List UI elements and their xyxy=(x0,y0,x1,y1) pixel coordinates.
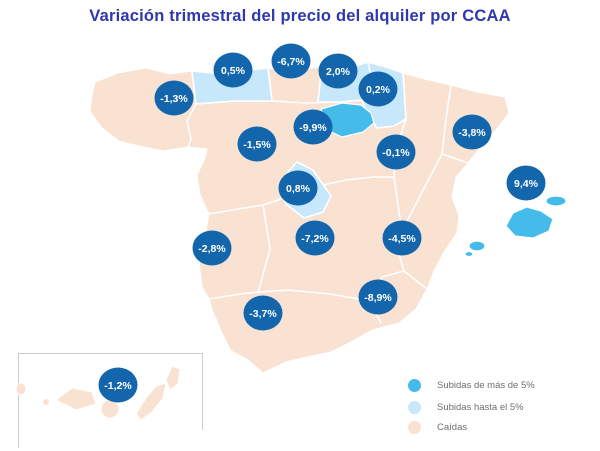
value-badge-navarra: 0,2% xyxy=(358,71,398,107)
canarias-inset-box xyxy=(18,353,203,448)
region-la-rioja xyxy=(320,102,375,138)
badge-circle xyxy=(278,170,318,206)
badge-circle xyxy=(293,109,333,145)
value-badge-madrid: 0,8% xyxy=(278,170,318,206)
badge-circle xyxy=(98,367,138,403)
value-badge-aragon: -0,1% xyxy=(376,134,416,170)
badge-circle xyxy=(243,295,283,331)
badge-circle xyxy=(192,230,232,266)
badge-value: -9,9% xyxy=(299,122,327,134)
page-title: Variación trimestral del precio del alqu… xyxy=(89,7,511,25)
legend-swatch-rise-up-to-5-icon xyxy=(408,400,421,414)
canary-islands xyxy=(15,365,181,421)
value-badge-cataluna: -3,8% xyxy=(452,114,492,150)
badge-value: -2,8% xyxy=(198,243,226,255)
island-tenerife xyxy=(55,387,97,411)
value-badge-la-rioja: -9,9% xyxy=(293,109,333,145)
legend-item-falls: Caídas xyxy=(408,420,535,434)
badge-circle xyxy=(213,52,253,88)
value-badge-extremadura: -2,8% xyxy=(192,230,232,266)
badge-value: -1,3% xyxy=(160,93,188,105)
island-ibiza xyxy=(468,240,486,252)
value-badge-asturias: 0,5% xyxy=(213,52,253,88)
badge-circle xyxy=(154,80,194,116)
badge-value: -6,7% xyxy=(277,56,305,68)
legend-label: Subidas de más de 5% xyxy=(437,379,535,391)
value-badge-andalucia: -3,7% xyxy=(243,295,283,331)
badge-value: -1,5% xyxy=(243,139,271,151)
badge-value: 0,5% xyxy=(221,65,246,77)
badge-value: 0,2% xyxy=(366,84,391,96)
badge-value: 0,8% xyxy=(286,183,311,195)
island-lanzarote xyxy=(165,365,181,391)
mainland-spain-shape xyxy=(89,61,510,374)
badge-circle xyxy=(318,53,358,89)
badge-circle xyxy=(271,43,311,79)
legend-label: Subidas hasta el 5% xyxy=(437,401,524,413)
badge-value: -4,5% xyxy=(388,233,416,245)
island-fuerteventura xyxy=(135,382,167,421)
island-la-palma xyxy=(15,382,27,396)
legend-label: Caídas xyxy=(437,421,468,433)
island-menorca xyxy=(545,195,567,207)
badge-circle xyxy=(452,114,492,150)
value-badge-canarias: -1,2% xyxy=(98,367,138,403)
badge-value: -7,2% xyxy=(301,233,329,245)
value-badge-castilla-y-leon: -1,5% xyxy=(237,126,277,162)
badge-circle xyxy=(358,279,398,315)
region-baleares xyxy=(464,195,567,258)
value-badge-murcia: -8,9% xyxy=(358,279,398,315)
value-badge-castilla-la-mancha: -7,2% xyxy=(295,220,335,256)
legend-swatch-falls-icon xyxy=(408,420,421,434)
value-badge-comunidad-valenciana: -4,5% xyxy=(382,220,422,256)
badge-circle xyxy=(382,220,422,256)
badge-value: -3,7% xyxy=(249,308,277,320)
legend: Subidas de más de 5% Subidas hasta el 5%… xyxy=(408,378,535,442)
badge-value: -8,9% xyxy=(364,292,392,304)
badge-value: -3,8% xyxy=(458,127,486,139)
value-badge-galicia: -1,3% xyxy=(154,80,194,116)
legend-item-rise-over-5: Subidas de más de 5% xyxy=(408,378,535,392)
island-mallorca xyxy=(505,206,554,239)
badge-value: 2,0% xyxy=(326,66,351,78)
value-badge-baleares: 9,4% xyxy=(506,165,546,201)
badge-value: -1,2% xyxy=(104,380,132,392)
badge-circle xyxy=(506,165,546,201)
badge-circle xyxy=(376,134,416,170)
island-la-gomera xyxy=(42,398,50,406)
legend-swatch-rise-over-5-icon xyxy=(408,378,421,392)
badge-circle xyxy=(295,220,335,256)
legend-item-rise-up-to-5: Subidas hasta el 5% xyxy=(408,400,535,414)
badges-layer: -1,3% 0,5% -6,7% 2,0% 0,2% -9,9% -1,5% -3,8% -0,… xyxy=(98,43,546,403)
badge-circle xyxy=(358,71,398,107)
island-gran-canaria xyxy=(100,399,120,419)
badge-value: -0,1% xyxy=(382,147,410,159)
value-badge-pais-vasco: 2,0% xyxy=(318,53,358,89)
value-badge-cantabria: -6,7% xyxy=(271,43,311,79)
island-formentera xyxy=(464,250,474,258)
badge-circle xyxy=(237,126,277,162)
badge-value: 9,4% xyxy=(514,178,539,190)
